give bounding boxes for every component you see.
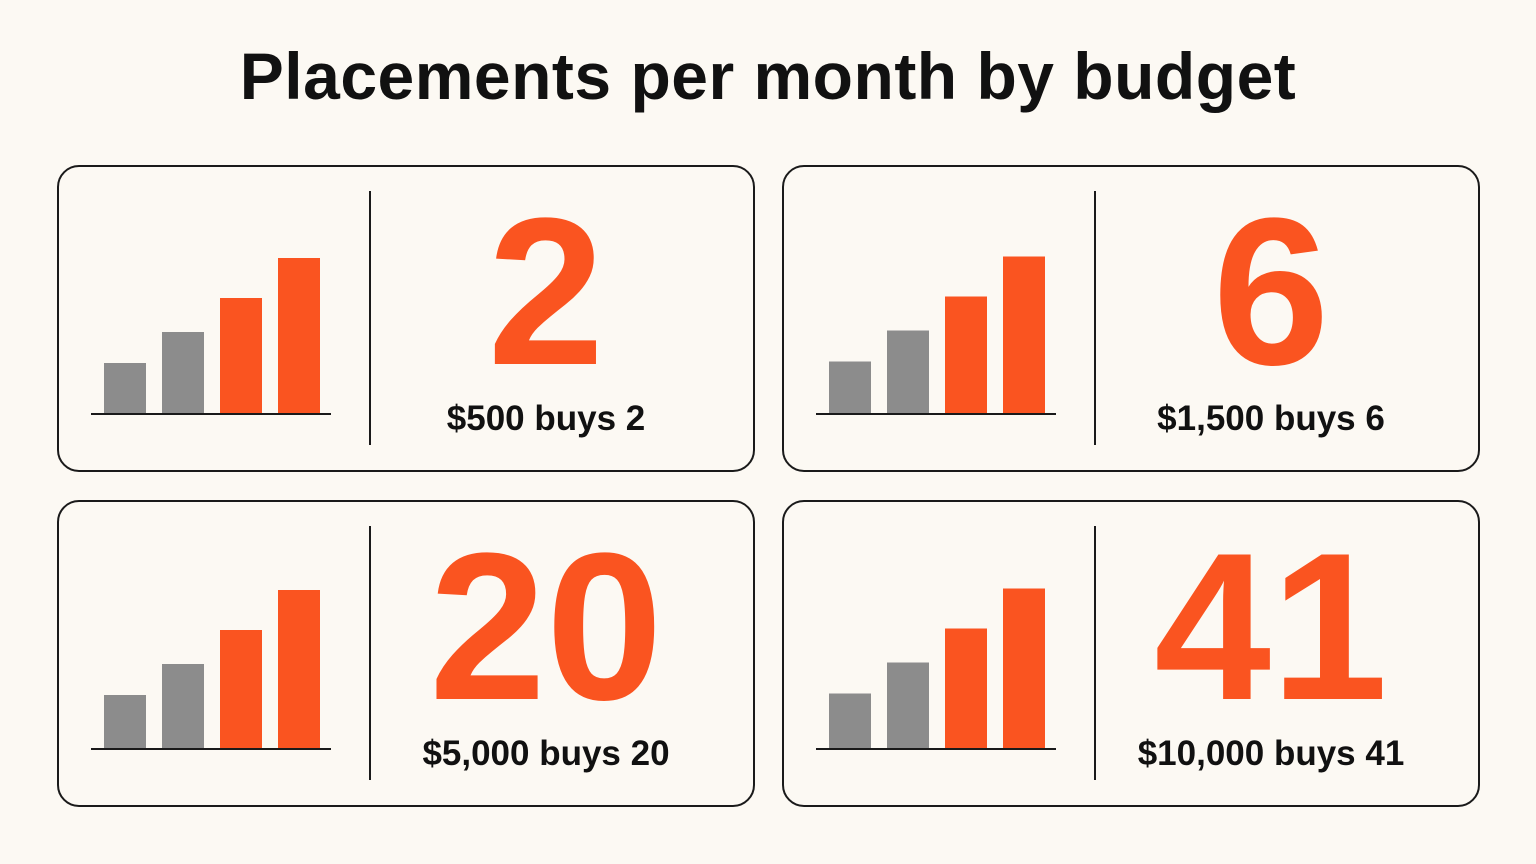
icon-bar (162, 664, 204, 749)
card: 41 $10,000 buys 41 (782, 500, 1480, 807)
icon-bar (162, 332, 204, 414)
icon-bar (278, 258, 320, 414)
icon-bar (887, 330, 929, 414)
icon-bar (278, 590, 320, 749)
icon-bar (829, 361, 871, 414)
bar-icon (816, 526, 1096, 780)
bar-icon (91, 526, 371, 780)
big-number: 6 (1212, 174, 1330, 409)
card: 2 $500 buys 2 (57, 165, 755, 472)
card: 6 $1,500 buys 6 (782, 165, 1480, 472)
icon-bar (829, 693, 871, 749)
big-number: 20 (429, 509, 663, 744)
caption: $5,000 buys 20 (422, 734, 670, 773)
icon-bar (887, 662, 929, 749)
icon-bar (220, 298, 262, 414)
icon-bar (220, 630, 262, 749)
caption: $1,500 buys 6 (1157, 399, 1385, 438)
icon-bar (1003, 588, 1045, 749)
icon-bar (945, 628, 987, 749)
big-number: 2 (487, 174, 605, 409)
card: 20 $5,000 buys 20 (57, 500, 755, 807)
icon-bar (104, 363, 146, 414)
caption: $10,000 buys 41 (1137, 734, 1405, 773)
icon-bar (945, 296, 987, 414)
bar-icon (91, 191, 371, 445)
icon-bar (104, 695, 146, 749)
big-number: 41 (1154, 509, 1388, 744)
title: Placements per month by budget (239, 39, 1297, 113)
bar-icon (816, 191, 1096, 445)
caption: $500 buys 2 (446, 399, 646, 438)
icon-bar (1003, 256, 1045, 414)
